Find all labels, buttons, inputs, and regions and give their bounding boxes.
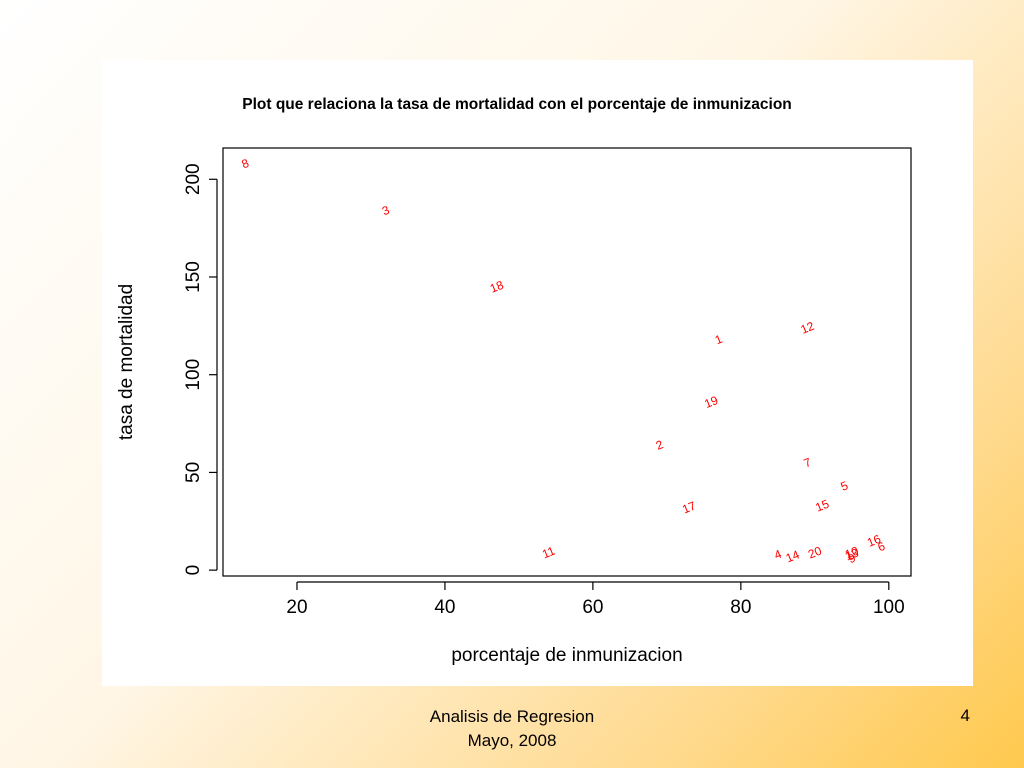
point-label-3: 3 [380, 203, 392, 219]
footer-title: Analisis de Regresion [429, 707, 595, 726]
point-label-7: 7 [802, 455, 814, 471]
y-axis: 0 50 100 150 200 [183, 163, 218, 576]
point-label-11: 11 [540, 544, 557, 562]
x-axis-label: porcentaje de inmunizacion [451, 645, 682, 666]
chart-title: Plot que relaciona la tasa de mortalidad… [242, 96, 792, 113]
scatter-chart: Plot que relaciona la tasa de mortalidad… [116, 96, 912, 666]
point-label-1: 1 [713, 332, 725, 348]
point-label-15: 15 [813, 497, 831, 515]
point-label-17: 17 [680, 498, 698, 516]
y-tick-label: 0 [183, 565, 204, 576]
point-label-20: 20 [806, 543, 824, 561]
x-tick-label: 100 [873, 597, 905, 618]
point-label-14: 14 [784, 547, 802, 565]
y-tick-label: 200 [183, 163, 204, 195]
point-label-10: 10 [843, 543, 861, 561]
point-label-4: 4 [772, 547, 784, 563]
x-tick-label: 80 [730, 597, 751, 618]
y-axis-label: tasa de mortalidad [116, 284, 137, 440]
page-number: 4 [960, 706, 970, 725]
y-tick-label: 50 [183, 462, 204, 483]
point-label-12: 12 [799, 319, 817, 337]
point-label-5: 5 [839, 478, 851, 494]
x-tick-label: 40 [434, 597, 455, 618]
x-tick-label: 60 [582, 597, 603, 618]
point-label-8: 8 [239, 156, 251, 172]
point-label-13: 13 [843, 545, 861, 563]
x-axis: 20 40 60 80 100 [286, 581, 905, 618]
point-label-18: 18 [488, 278, 506, 296]
point-label-19: 19 [702, 393, 720, 411]
point-label-9: 9 [846, 551, 858, 567]
point-label-16: 16 [865, 532, 883, 550]
footer-date: Mayo, 2008 [467, 731, 557, 750]
plot-panel: Plot que relaciona la tasa de mortalidad… [102, 60, 973, 686]
point-label-2: 2 [654, 437, 666, 453]
x-tick-label: 20 [286, 597, 307, 618]
y-tick-label: 150 [183, 261, 204, 293]
point-label-6: 6 [876, 539, 888, 555]
plot-frame [222, 147, 912, 577]
y-tick-label: 100 [183, 359, 204, 391]
